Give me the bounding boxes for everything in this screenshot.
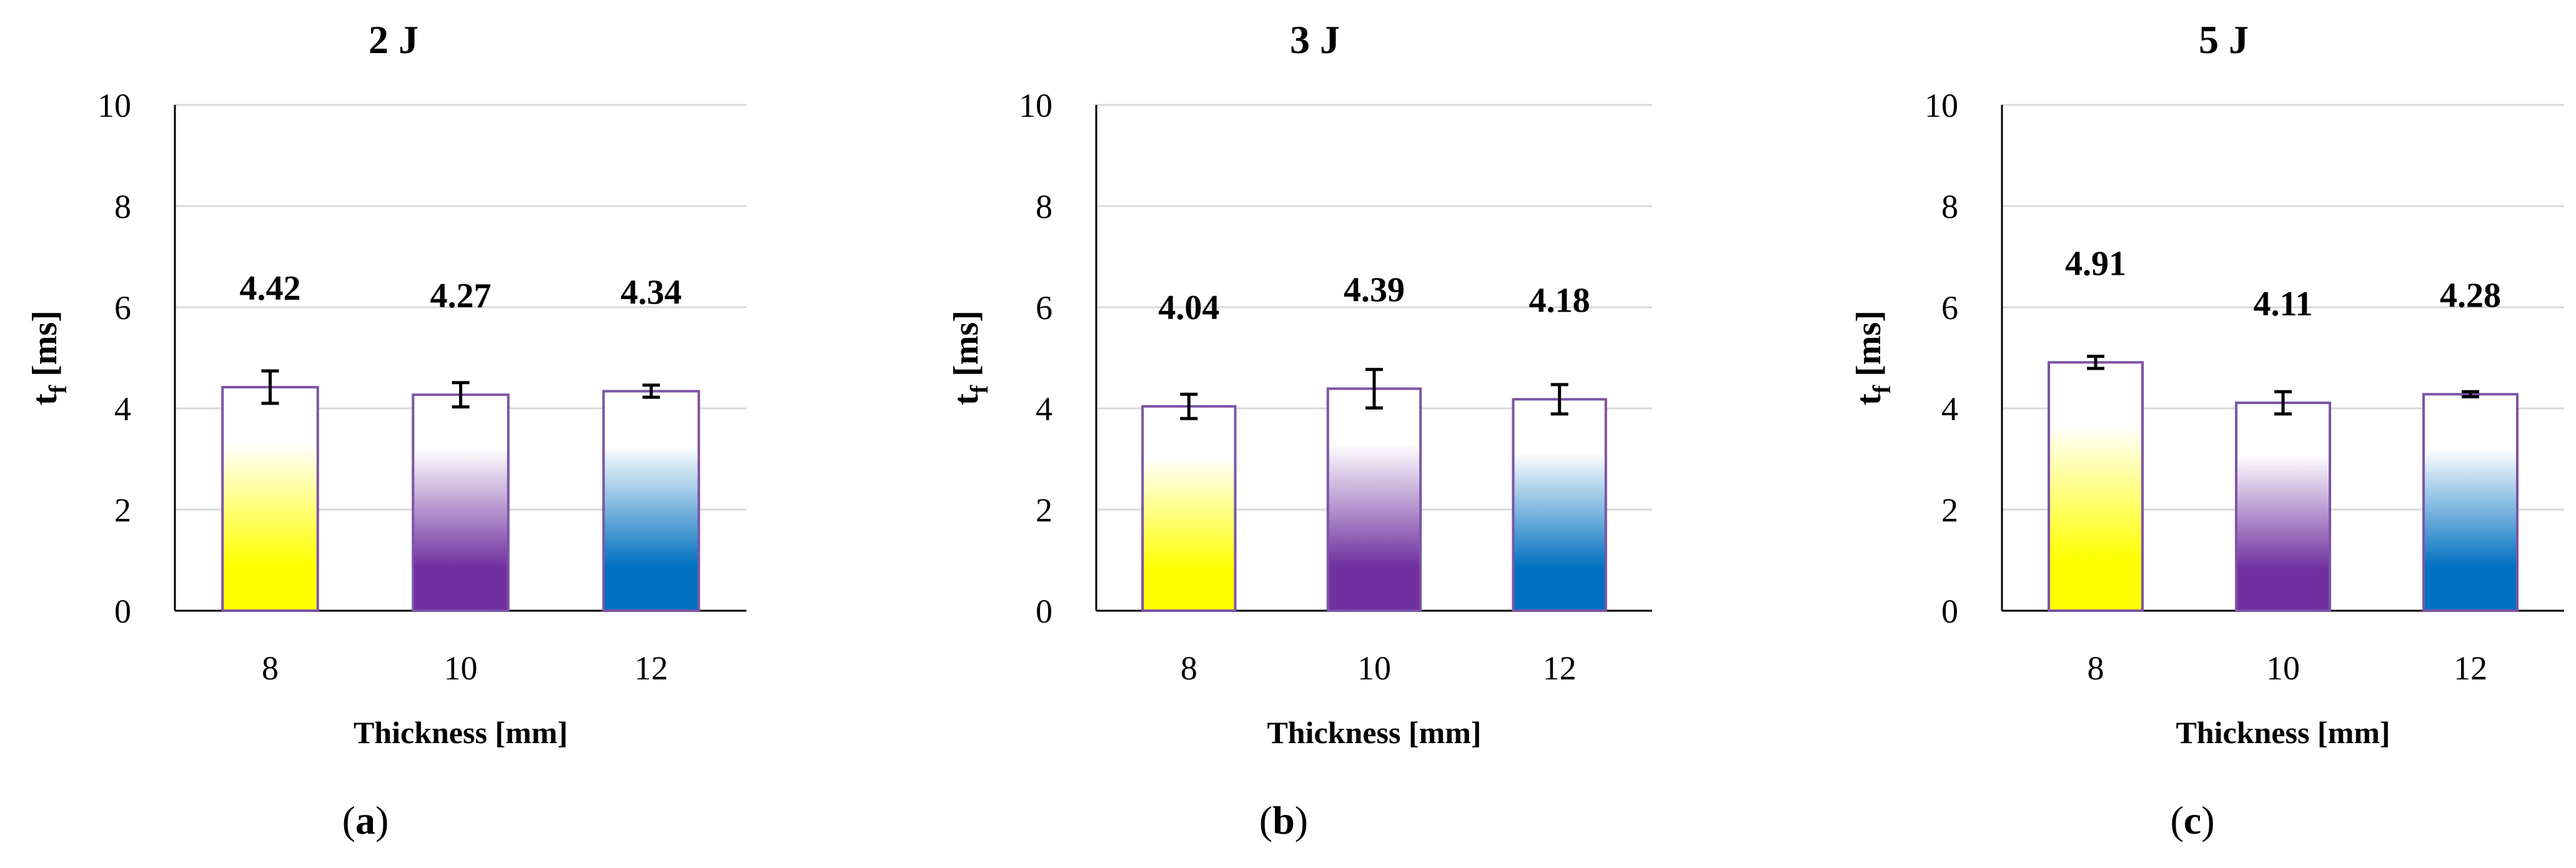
error-bar-12 xyxy=(1550,383,1568,416)
x-axis-title: Thickness [mm] xyxy=(1267,715,1481,750)
x-tick-label: 10 xyxy=(1357,649,1391,687)
chart-panel-a: 2 J 0 2 4 6 8 10 4.42 8 4.27 10 4.34 12 Thickness [mm… xyxy=(26,17,746,842)
x-tick-label: 12 xyxy=(1543,649,1577,687)
y-tick-label: 4 xyxy=(114,390,131,428)
error-bar-10 xyxy=(2274,390,2292,416)
error-bar-8 xyxy=(261,369,279,405)
y-tick-label: 4 xyxy=(1941,390,1958,428)
x-tick-label: 10 xyxy=(444,649,478,687)
y-tick-label: 0 xyxy=(1036,593,1053,630)
y-axis-unit: [ms] xyxy=(1850,310,1888,385)
error-bar-12 xyxy=(642,383,660,399)
bar-8 xyxy=(221,385,319,612)
y-axis-symbol: t xyxy=(1850,393,1888,405)
y-tick-label: 8 xyxy=(114,188,131,225)
panel-sublabel-letter: b xyxy=(1272,798,1295,842)
y-tick-label: 8 xyxy=(1941,188,1958,225)
y-tick-label: 4 xyxy=(1036,390,1053,428)
value-label: 4.04 xyxy=(1158,289,1219,327)
error-bar-8 xyxy=(1180,392,1198,420)
y-axis-symbol: t xyxy=(947,393,986,405)
y-axis-subscript: f xyxy=(965,385,993,393)
y-tick-label: 8 xyxy=(1036,188,1053,225)
error-bar-10 xyxy=(452,381,470,409)
bar-10 xyxy=(2235,402,2331,613)
bar-12 xyxy=(1512,398,1607,612)
y-tick-label: 10 xyxy=(97,87,131,124)
panel-sublabel: (a) xyxy=(342,798,389,842)
y-axis-unit: [ms] xyxy=(26,310,64,385)
y-tick-label: 0 xyxy=(1941,593,1958,630)
x-tick-label: 12 xyxy=(635,649,668,687)
value-label: 4.11 xyxy=(2254,285,2313,323)
x-tick-label: 8 xyxy=(262,649,279,687)
y-tick-label: 0 xyxy=(114,593,131,630)
chart-title: 5 J xyxy=(2199,17,2249,62)
x-tick-label: 8 xyxy=(2088,649,2104,687)
bar-8 xyxy=(1141,405,1237,612)
chart-title: 2 J xyxy=(369,17,419,62)
x-axis-title: Thickness [mm] xyxy=(2176,715,2390,750)
x-axis-title: Thickness [mm] xyxy=(354,715,568,750)
value-label: 4.28 xyxy=(2440,276,2501,315)
panel-sublabel: (b) xyxy=(1259,798,1308,842)
y-tick-label: 6 xyxy=(1941,289,1958,327)
y-tick-label: 2 xyxy=(1941,491,1958,529)
y-axis-subscript: f xyxy=(44,385,72,393)
y-tick-label: 6 xyxy=(114,289,131,327)
y-tick-label: 2 xyxy=(1036,491,1053,529)
bar-8 xyxy=(2048,361,2144,612)
y-tick-label: 2 xyxy=(114,491,131,529)
error-bar-8 xyxy=(2087,355,2104,370)
panel-sublabel: (c) xyxy=(2170,798,2214,842)
x-tick-label: 8 xyxy=(1181,649,1197,687)
bar-10 xyxy=(412,393,510,612)
y-axis-title: tf [ms] xyxy=(947,310,993,405)
value-label: 4.27 xyxy=(430,277,492,315)
y-tick-label: 6 xyxy=(1036,289,1053,327)
x-tick-label: 12 xyxy=(2454,649,2487,687)
y-axis-unit: [ms] xyxy=(947,310,986,385)
chart-panel-c: 5 J 0 2 4 6 8 10 4.91 8 4.11 10 4.28 12 Thickness [mm… xyxy=(1850,17,2564,842)
bar-12 xyxy=(602,390,700,613)
x-tick-label: 10 xyxy=(2266,649,2300,687)
chart-panel-b: 3 J 0 2 4 6 8 10 4.04 8 4.39 10 4.18 12 Thickness [mm… xyxy=(947,17,1652,842)
y-axis-subscript: f xyxy=(1868,385,1896,393)
y-axis-symbol: t xyxy=(26,393,64,405)
y-tick-label: 10 xyxy=(1925,87,1958,124)
value-label: 4.42 xyxy=(240,269,301,308)
error-bar-10 xyxy=(1365,368,1383,410)
value-label: 4.39 xyxy=(1344,270,1405,309)
value-label: 4.18 xyxy=(1529,281,1590,320)
bar-12 xyxy=(2422,393,2519,612)
value-label: 4.34 xyxy=(621,273,682,312)
y-axis-title: tf [ms] xyxy=(26,310,72,405)
value-label: 4.91 xyxy=(2065,244,2126,283)
bar-10 xyxy=(1326,387,1422,612)
y-axis-title: tf [ms] xyxy=(1850,310,1896,405)
panel-sublabel-letter: a xyxy=(355,798,375,842)
y-tick-label: 10 xyxy=(1019,87,1053,124)
panel-sublabel-letter: c xyxy=(2184,798,2201,842)
chart-title: 3 J xyxy=(1290,17,1340,62)
error-bar-12 xyxy=(2462,390,2479,398)
